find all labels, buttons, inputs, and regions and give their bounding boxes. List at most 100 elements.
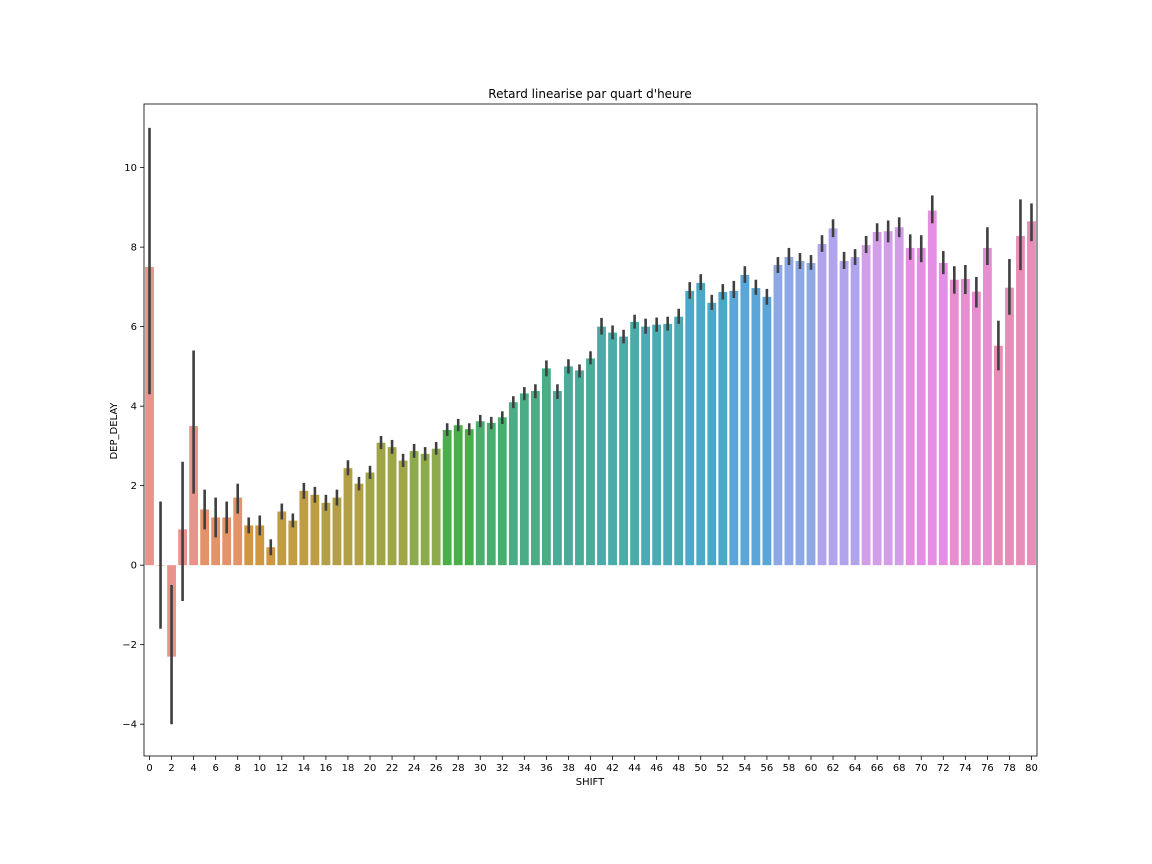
- x-tick-label: 6: [212, 763, 218, 774]
- bar: [817, 243, 827, 566]
- bar: [519, 393, 529, 566]
- bar: [597, 326, 606, 566]
- bar: [971, 291, 981, 566]
- bar: [1027, 221, 1036, 566]
- x-tick-label: 46: [650, 763, 663, 774]
- bar: [586, 358, 595, 566]
- bar: [630, 321, 640, 566]
- x-tick-label: 28: [452, 763, 465, 774]
- y-tick-label: −2: [122, 640, 137, 651]
- bar: [762, 296, 772, 566]
- bar: [872, 232, 882, 566]
- bar: [343, 468, 353, 566]
- x-tick-label: 70: [915, 763, 928, 774]
- y-tick-label: 0: [131, 561, 137, 572]
- bar: [442, 430, 452, 566]
- bar: [365, 472, 375, 566]
- x-tick-label: 44: [628, 763, 641, 774]
- bar: [575, 370, 584, 566]
- bar: [299, 490, 309, 566]
- bar: [641, 326, 651, 566]
- x-tick-label: 4: [190, 763, 196, 774]
- y-tick-label: 8: [131, 243, 137, 254]
- x-tick-label: 66: [871, 763, 884, 774]
- bar: [982, 247, 992, 566]
- x-tick-label: 14: [297, 763, 310, 774]
- bar: [883, 231, 893, 566]
- x-tick-label: 8: [235, 763, 241, 774]
- bar: [916, 247, 926, 566]
- bar: [828, 228, 838, 566]
- chart-title: Retard linearise par quart d'heure: [488, 87, 691, 101]
- bar: [718, 292, 728, 566]
- x-tick-label: 18: [342, 763, 355, 774]
- bar: [1016, 235, 1025, 566]
- bar: [233, 497, 243, 566]
- bar: [189, 426, 199, 566]
- bar: [960, 278, 970, 566]
- y-tick-label: −4: [122, 720, 137, 731]
- x-tick-label: 22: [386, 763, 399, 774]
- x-tick-label: 50: [694, 763, 707, 774]
- bar: [277, 511, 287, 566]
- bar: [949, 279, 959, 566]
- x-tick-label: 48: [672, 763, 685, 774]
- y-axis: −4 −2 0 2 4 6 8 10: [122, 163, 144, 731]
- bar: [387, 447, 397, 566]
- bar: [729, 290, 739, 566]
- bar: [619, 336, 628, 566]
- bar: [541, 368, 551, 566]
- y-axis-label: DEP_DELAY: [109, 402, 120, 460]
- bar: [806, 263, 816, 566]
- x-tick-label: 76: [981, 763, 994, 774]
- bar: [497, 417, 507, 566]
- bar: [464, 429, 474, 566]
- x-tick-label: 40: [584, 763, 597, 774]
- bar: [707, 302, 717, 566]
- x-tick-label: 32: [496, 763, 509, 774]
- x-tick-label: 0: [146, 763, 152, 774]
- x-tick-label: 16: [320, 763, 333, 774]
- bar: [564, 366, 573, 566]
- bar: [1005, 287, 1014, 566]
- x-tick-label: 34: [518, 763, 531, 774]
- bar: [608, 332, 617, 566]
- bar: [288, 520, 298, 566]
- x-tick-label: 38: [562, 763, 575, 774]
- bar: [674, 316, 684, 566]
- bar: [784, 257, 794, 566]
- bar: [740, 274, 750, 566]
- bar: [894, 227, 904, 566]
- x-tick-label: 2: [168, 763, 174, 774]
- bar: [376, 442, 386, 566]
- bar: [200, 509, 210, 566]
- y-tick-label: 4: [131, 402, 137, 413]
- x-tick-label: 58: [783, 763, 796, 774]
- x-tick-label: 54: [738, 763, 751, 774]
- bar: [685, 290, 695, 566]
- bar: [751, 288, 761, 566]
- bar: [420, 453, 430, 566]
- x-tick-label: 10: [253, 763, 266, 774]
- x-tick-label: 64: [849, 763, 862, 774]
- bar: [310, 494, 320, 566]
- bar: [431, 448, 441, 566]
- x-tick-label: 74: [959, 763, 972, 774]
- x-tick-label: 72: [937, 763, 950, 774]
- bar: [321, 502, 331, 566]
- x-axis-label: SHIFT: [576, 777, 605, 788]
- x-tick-label: 56: [761, 763, 774, 774]
- bar: [255, 525, 265, 566]
- x-tick-label: 24: [408, 763, 421, 774]
- y-tick-label: 2: [131, 481, 137, 492]
- x-tick-label: 68: [893, 763, 906, 774]
- bar: [332, 497, 342, 566]
- bar: [927, 210, 937, 566]
- bar: [398, 460, 408, 566]
- x-tick-label: 20: [364, 763, 377, 774]
- bar: [530, 391, 540, 566]
- bar: [145, 267, 154, 566]
- x-tick-label: 62: [827, 763, 840, 774]
- bar: [905, 247, 915, 566]
